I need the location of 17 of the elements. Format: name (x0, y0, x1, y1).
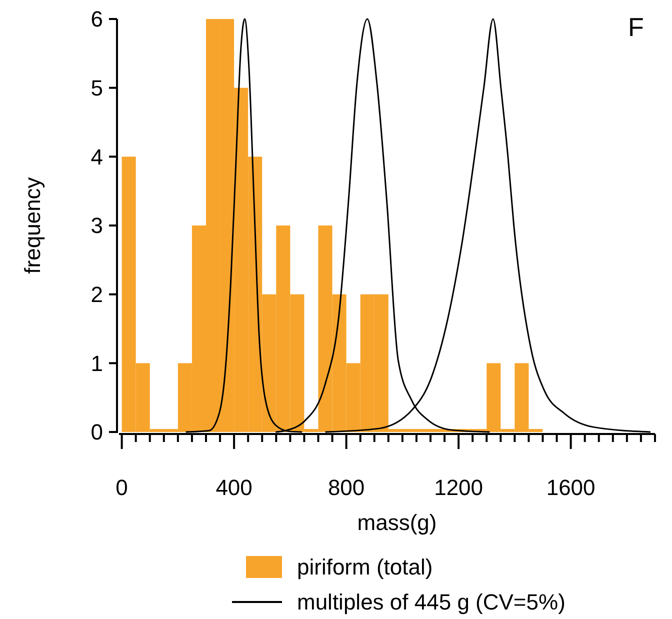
x-tick-label: 1200 (434, 475, 484, 500)
x-tick-label: 0 (116, 475, 128, 500)
annotation: F (628, 12, 644, 42)
y-tick-label: 0 (90, 420, 103, 445)
y-tick-label: 4 (90, 144, 103, 170)
y-tick-label: 5 (90, 76, 103, 101)
y-tick-label: 6 (90, 6, 103, 32)
y-tick-label: 2 (90, 282, 103, 308)
y-tick-label: 3 (90, 213, 103, 238)
x-tick-label: 400 (216, 475, 252, 500)
y-tick-label: 1 (90, 350, 103, 376)
legend-label: piriform (total) (297, 554, 433, 580)
x-axis-title: mass(g) (357, 510, 437, 535)
legend-label: multiples of 445 g (CV=5%) (297, 590, 566, 615)
x-tick-label: 800 (328, 475, 365, 500)
x-tick-label: 1600 (546, 475, 596, 500)
y-axis-title: frequency (20, 177, 45, 274)
